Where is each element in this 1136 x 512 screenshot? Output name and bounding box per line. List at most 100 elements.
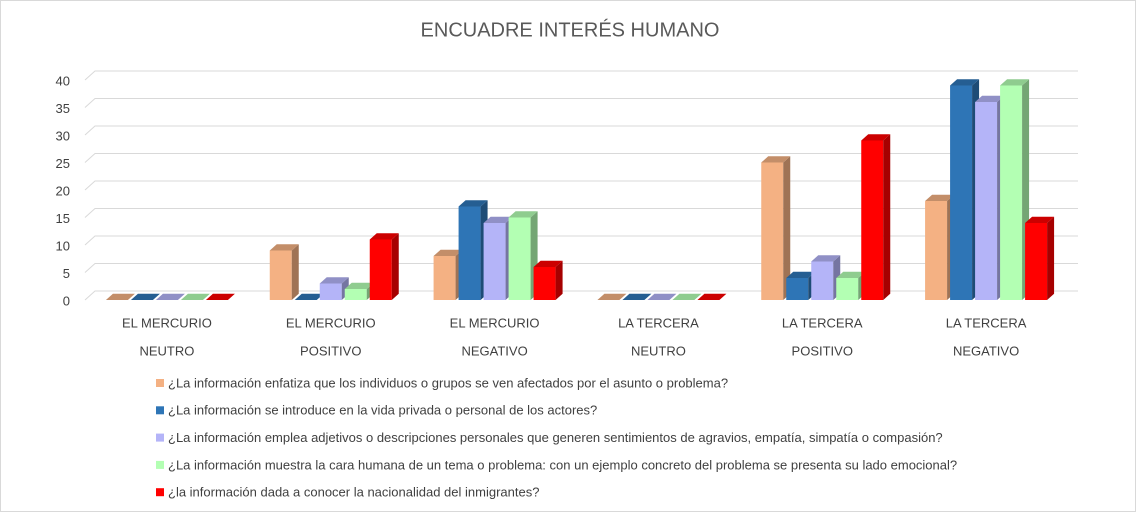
bar-front bbox=[458, 206, 481, 300]
grid-line bbox=[84, 290, 1078, 301]
bar-top bbox=[458, 200, 488, 207]
bar-front bbox=[533, 267, 556, 300]
bar-top bbox=[761, 156, 791, 163]
bar-top bbox=[319, 277, 349, 284]
bar-front bbox=[483, 223, 506, 300]
bar-top bbox=[975, 95, 1005, 102]
bar-front bbox=[433, 256, 456, 300]
bar-front bbox=[950, 85, 973, 300]
legend-label: ¿La información emplea adjetivos o descr… bbox=[168, 430, 943, 445]
bar-top bbox=[155, 293, 185, 300]
bar bbox=[622, 293, 652, 300]
bar-top bbox=[269, 244, 299, 251]
bar-top bbox=[105, 293, 135, 300]
bar bbox=[950, 79, 980, 300]
bar bbox=[294, 293, 324, 300]
bar bbox=[925, 194, 955, 300]
bar-front bbox=[975, 102, 998, 300]
bar-top bbox=[483, 216, 513, 223]
bar bbox=[369, 233, 399, 300]
bar-front bbox=[836, 278, 859, 300]
bar-top bbox=[597, 293, 627, 300]
bar-front bbox=[319, 283, 342, 300]
legend-swatch bbox=[156, 488, 164, 497]
bar-front bbox=[761, 162, 784, 300]
bar-top bbox=[508, 211, 538, 218]
bar bbox=[205, 293, 235, 300]
bar bbox=[508, 211, 538, 300]
x-tick-label: POSITIVO bbox=[300, 343, 361, 358]
bar bbox=[458, 200, 488, 300]
bar bbox=[975, 95, 1005, 300]
x-tick-label: NEUTRO bbox=[631, 343, 686, 358]
grid-line bbox=[84, 263, 1078, 273]
bar bbox=[344, 282, 374, 300]
legend-label: ¿la información dada a conocer la nacion… bbox=[168, 485, 539, 500]
grid-line bbox=[84, 235, 1078, 246]
legend-swatch bbox=[156, 460, 164, 469]
grid-line bbox=[84, 153, 1078, 163]
y-tick-label: 35 bbox=[56, 101, 70, 116]
bar-top bbox=[836, 271, 866, 278]
y-tick-label: 30 bbox=[56, 128, 70, 143]
x-tick-label: EL MERCURIO bbox=[286, 315, 376, 330]
y-tick-label: 15 bbox=[56, 211, 70, 226]
bar bbox=[811, 255, 841, 300]
y-tick-label: 5 bbox=[63, 266, 70, 281]
bar-front bbox=[786, 278, 809, 300]
bar bbox=[433, 249, 463, 300]
legend-label: ¿La información enfatiza que los individ… bbox=[168, 375, 728, 390]
bar-front bbox=[369, 239, 392, 300]
bar-top bbox=[672, 293, 702, 300]
bar bbox=[483, 216, 513, 300]
bar-top bbox=[433, 249, 463, 256]
bar bbox=[155, 293, 185, 300]
bar-front bbox=[344, 289, 367, 300]
bar-top bbox=[369, 233, 399, 240]
legend-swatch bbox=[156, 406, 164, 415]
bar bbox=[1025, 216, 1055, 300]
grid-line bbox=[84, 208, 1078, 218]
bar-top bbox=[1025, 216, 1055, 223]
bar bbox=[597, 293, 627, 300]
bar-top bbox=[1000, 79, 1030, 86]
x-tick-label: NEGATIVO bbox=[953, 343, 1019, 358]
y-tick-label: 40 bbox=[56, 73, 70, 88]
bar-top bbox=[533, 260, 563, 267]
x-tick-label: POSITIVO bbox=[792, 343, 853, 358]
y-tick-label: 25 bbox=[56, 156, 70, 171]
bar bbox=[647, 293, 677, 300]
bar-top bbox=[294, 293, 324, 300]
x-tick-label: LA TERCERA bbox=[782, 315, 863, 330]
bar bbox=[786, 271, 816, 300]
x-tick-label: EL MERCURIO bbox=[450, 315, 540, 330]
x-tick-label: LA TERCERA bbox=[618, 315, 699, 330]
bar-front bbox=[1000, 85, 1023, 300]
bar-top bbox=[697, 293, 727, 300]
chart-title: ENCUADRE INTERÉS HUMANO bbox=[421, 18, 720, 41]
bar-side bbox=[555, 260, 563, 300]
grid-line bbox=[84, 125, 1078, 136]
bar bbox=[130, 293, 160, 300]
bar-front bbox=[1025, 223, 1048, 300]
bar-top bbox=[130, 293, 160, 300]
bar-side bbox=[391, 233, 399, 300]
bar-top bbox=[861, 134, 891, 141]
bar-side bbox=[291, 244, 299, 300]
x-tick-label: EL MERCURIO bbox=[122, 315, 212, 330]
y-tick-label: 0 bbox=[63, 293, 70, 308]
bar-side bbox=[1047, 216, 1055, 300]
bar-front bbox=[508, 217, 531, 300]
legend-swatch bbox=[156, 379, 164, 387]
bar bbox=[180, 293, 210, 300]
bar-side bbox=[883, 134, 891, 300]
legend-label: ¿La información se introduce en la vida … bbox=[168, 403, 597, 418]
legend-label: ¿La información muestra la cara humana d… bbox=[168, 457, 957, 472]
legend-swatch bbox=[156, 433, 164, 442]
bar bbox=[697, 293, 727, 300]
bar bbox=[672, 293, 702, 300]
bar-front bbox=[269, 250, 292, 300]
bar bbox=[269, 244, 299, 300]
bar-top bbox=[180, 293, 210, 300]
